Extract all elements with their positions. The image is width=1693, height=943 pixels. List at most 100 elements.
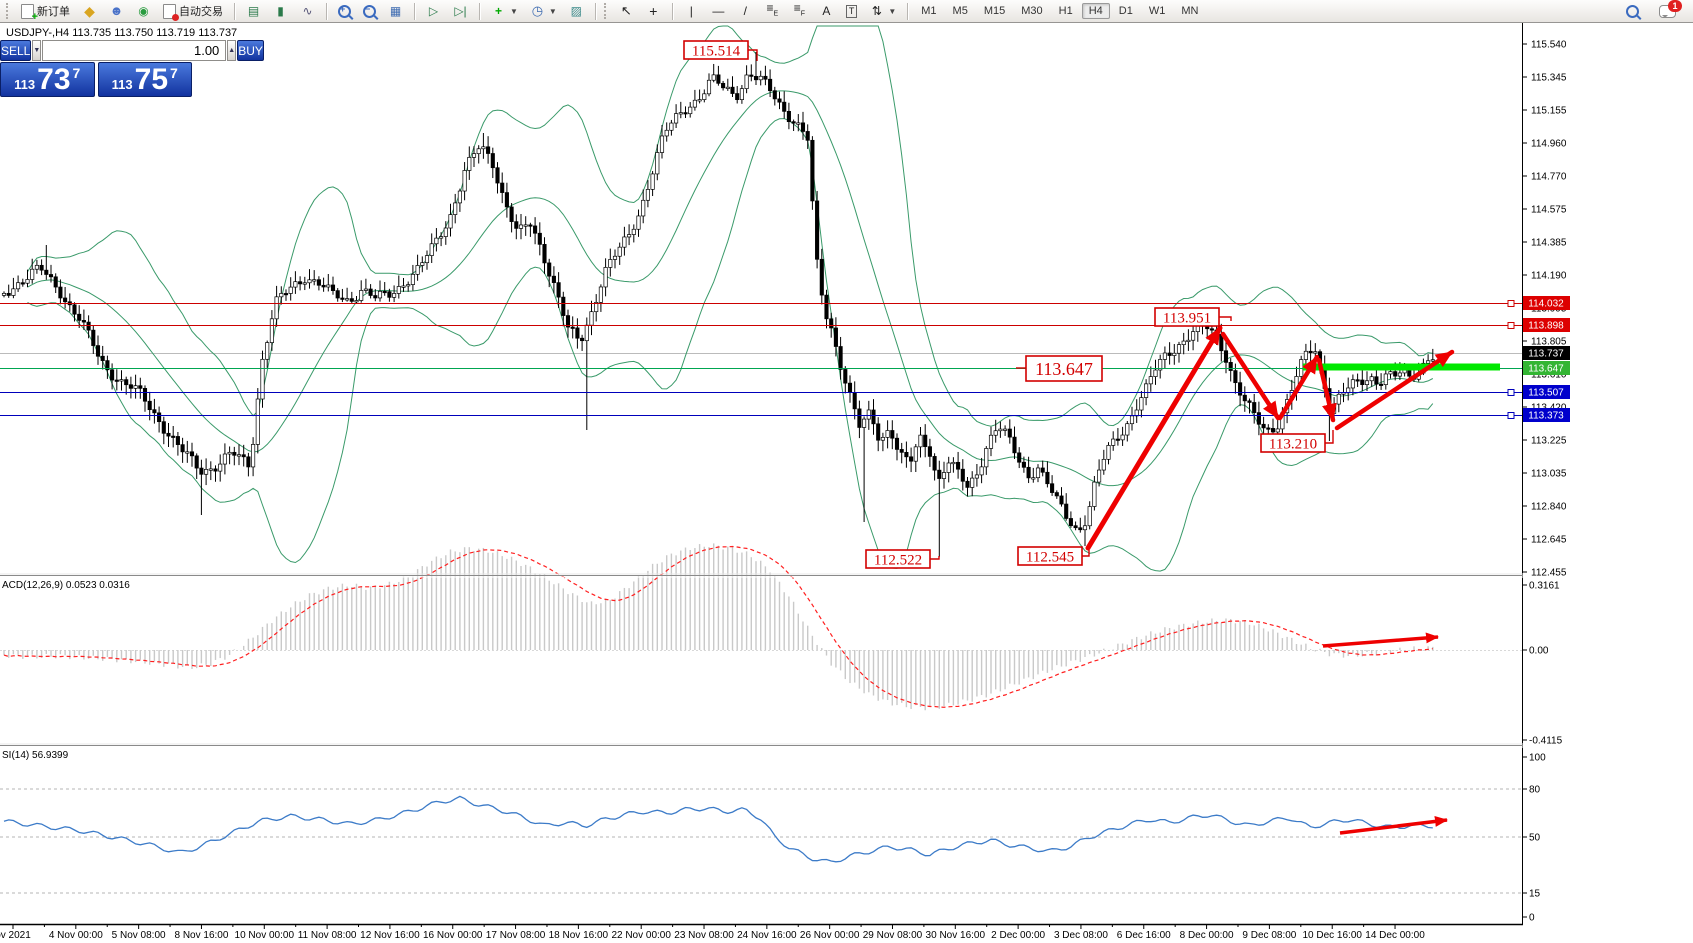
sell-button[interactable]: SELL [0, 40, 32, 61]
notifications-button[interactable]: 1 [1654, 0, 1682, 20]
time-axis-label: 10 Nov 00:00 [235, 930, 295, 941]
crosshair-tool[interactable]: + [641, 2, 666, 20]
svg-text:112.522: 112.522 [874, 552, 922, 568]
time-axis-label: 24 Nov 16:00 [737, 930, 797, 941]
arrows-icon: ⇅ [871, 4, 882, 18]
hline-handle [1507, 389, 1515, 396]
hline-tool[interactable]: — [706, 2, 731, 20]
svg-text:113.210: 113.210 [1269, 436, 1317, 452]
timeframe-M5[interactable]: M5 [952, 5, 968, 17]
candle-chart-button[interactable]: ▮ [268, 2, 293, 20]
toolbar-separator [234, 2, 235, 20]
arrows-tool[interactable]: ⇅ ▼ [864, 2, 901, 20]
annotation-label: 112.522 [865, 549, 940, 569]
search-button[interactable] [1621, 3, 1644, 20]
equidistant-channel-tool[interactable]: ≡E [760, 0, 785, 23]
time-axis-label: 12 Nov 16:00 [360, 930, 420, 941]
time-axis-label: 14 Dec 00:00 [1365, 930, 1425, 941]
notification-badge: 1 [1668, 0, 1682, 12]
vline-tool[interactable]: | [679, 2, 704, 20]
price-badge [1523, 408, 1570, 422]
price-trend-arrow [1085, 325, 1223, 551]
autotrade-icon [163, 3, 179, 21]
auto-scroll-button[interactable]: ▷ [421, 2, 446, 20]
line-chart-button[interactable]: ∿ [295, 2, 320, 20]
crosshair-icon: + [649, 3, 658, 19]
price-badge-label: 113.647 [1528, 364, 1564, 375]
timeframe-M30[interactable]: M30 [1021, 5, 1043, 17]
time-axis-label: ov 2021 [0, 930, 31, 941]
cursor-icon: ↖ [620, 3, 632, 18]
time-axis-label: 4 Nov 00:00 [49, 930, 103, 941]
trendline-icon: / [743, 4, 748, 18]
chart-shift-button[interactable]: ▷| [448, 2, 473, 20]
new-order-button[interactable]: + 新订单 [16, 1, 75, 22]
timeframe-H4[interactable]: H4 [1081, 3, 1110, 19]
price-trend-arrow [1334, 349, 1455, 431]
bollinger-middle [27, 90, 1434, 487]
trendline-tool[interactable]: / [733, 2, 758, 20]
rsi-scale-label: 0 [1529, 913, 1535, 924]
price-tick-label: 113.805 [1531, 337, 1567, 348]
time-axis-label: 8 Nov 16:00 [174, 930, 228, 941]
price-tick-label: 115.540 [1531, 40, 1567, 51]
bollinger-upper [27, 25, 1433, 427]
clock-icon: ◷ [531, 3, 544, 18]
cursor-tool[interactable]: ↖ [614, 2, 639, 20]
price-badge-label: 113.507 [1528, 388, 1564, 399]
toolbar-separator [907, 2, 909, 20]
price-badge [1523, 318, 1570, 332]
timeframe-M15[interactable]: M15 [983, 5, 1006, 17]
sell-price-button[interactable]: 113 73 7 [0, 62, 95, 97]
signals-button[interactable]: ◉ [131, 2, 156, 20]
buy-price-button[interactable]: 113 75 7 [97, 62, 192, 97]
new-chart-button[interactable]: + ▼ [486, 2, 523, 20]
autotrade-button[interactable]: 自动交易 [158, 1, 228, 21]
zoom-in-button[interactable]: + [333, 3, 356, 20]
chart-shift-icon: ▷| [454, 4, 467, 18]
text-label-tool[interactable]: T [841, 3, 863, 20]
time-axis-label: 17 Nov 08:00 [486, 930, 546, 941]
hline-handle [1507, 412, 1515, 419]
volume-increase-button[interactable]: ▲ [227, 40, 237, 61]
buy-button[interactable]: BUY [237, 40, 264, 61]
channel-icon: ≡E [766, 0, 779, 18]
symbols-button[interactable]: ◆ [77, 2, 102, 20]
timeframe-bar: M1 M5 M15 M30 H1 H4 D1 W1 MN [914, 3, 1205, 19]
timeframe-M1[interactable]: M1 [921, 5, 937, 17]
bar-chart-button[interactable]: ▤ [241, 2, 266, 20]
timeframe-H1[interactable]: H1 [1058, 5, 1073, 17]
timeframe-MN[interactable]: MN [1181, 5, 1199, 17]
fibonacci-tool[interactable]: ≡F [787, 0, 812, 23]
time-axis-label: 16 Nov 00:00 [423, 930, 483, 941]
macd-trend-arrow [1322, 632, 1439, 648]
toolbar-separator [414, 2, 415, 20]
annotation-label: 112.545 [1017, 546, 1090, 566]
templates-button[interactable]: ▨ [564, 2, 589, 20]
timeframe-D1[interactable]: D1 [1118, 5, 1133, 17]
periods-button[interactable]: ◷ ▼ [531, 3, 557, 18]
price-tick-label: 112.645 [1531, 535, 1567, 546]
toolbar-separator [479, 2, 480, 20]
text-tool[interactable]: A [814, 2, 839, 20]
volume-input[interactable] [42, 40, 227, 61]
chart-header-quote: USDJPY-,H4 113.735 113.750 113.719 113.7… [6, 27, 238, 39]
zoom-out-button[interactable]: − [358, 3, 381, 20]
price-badge-label: 113.373 [1528, 411, 1564, 422]
macd-signal-line [3, 545, 1433, 708]
volume-decrease-button[interactable]: ▼ [32, 40, 42, 61]
time-axis-label: 18 Nov 16:00 [549, 930, 609, 941]
macd-indicator-label: ACD(12,26,9) 0.0523 0.0316 [2, 580, 130, 591]
profile-button[interactable]: ☻ [104, 2, 129, 20]
timeframe-W1[interactable]: W1 [1148, 5, 1166, 17]
text-icon: A [822, 4, 831, 18]
time-axis-label: 29 Nov 08:00 [863, 930, 923, 941]
price-tick-label: 115.345 [1531, 73, 1567, 84]
rsi-line [3, 795, 1433, 863]
candles [1, 52, 1435, 557]
tile-windows-button[interactable]: ▦ [383, 2, 408, 20]
rsi-scale-label: 80 [1529, 785, 1541, 796]
templates-icon: ▨ [570, 4, 583, 18]
